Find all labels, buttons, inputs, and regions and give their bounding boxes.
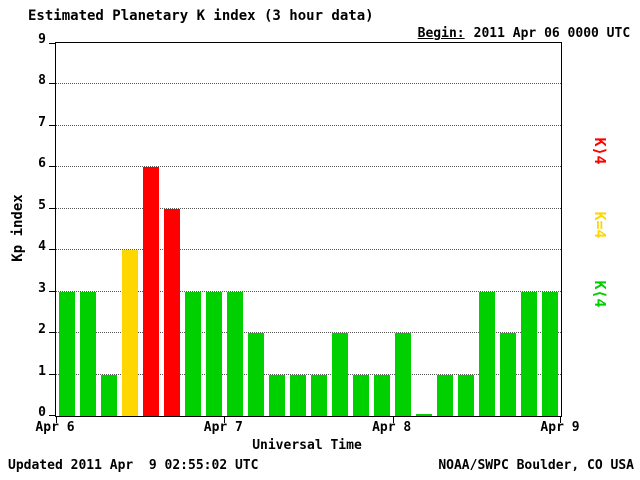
x-tick-label: Apr 6 (35, 420, 75, 435)
kp-bar (226, 291, 243, 416)
legend-item: K⟩4 (591, 137, 609, 165)
kp-bar (247, 333, 264, 416)
kp-bar (205, 291, 222, 416)
legend-item: K=4 (591, 211, 609, 239)
kp-bar (121, 250, 138, 416)
kp-bar (521, 291, 538, 416)
gridline (56, 249, 561, 251)
y-tick-label: 3 (38, 280, 46, 296)
kp-bar (374, 374, 391, 416)
gridline (56, 83, 561, 85)
kp-bar (458, 374, 475, 416)
begin-label: Begin: (417, 26, 465, 41)
x-tick-mark (224, 416, 226, 423)
kp-bar (395, 333, 412, 416)
y-tick-mark (49, 373, 56, 375)
updated-timestamp: Updated 2011 Apr 9 02:55:02 UTC (8, 458, 259, 473)
legend-item: K⟨4 (591, 280, 609, 308)
begin-caption: Begin: 2011 Apr 06 0000 UTC (402, 11, 631, 41)
y-tick-mark (49, 415, 56, 416)
kp-bar (100, 374, 117, 416)
chart-title: Estimated Planetary K index (3 hour data… (28, 8, 374, 24)
gridline (56, 373, 561, 375)
y-tick-label: 8 (38, 73, 46, 89)
kp-bar (416, 414, 433, 416)
kp-bar (332, 333, 349, 416)
y-tick-mark (49, 290, 56, 292)
plot-area (49, 42, 562, 423)
x-tick-label: Apr 8 (372, 420, 412, 435)
x-axis-tick-labels: Apr 6 Apr 7 Apr 8 Apr 9 (0, 420, 640, 436)
y-tick-mark (49, 249, 56, 251)
x-tick-label: Apr 9 (540, 420, 580, 435)
y-tick-mark (49, 43, 56, 44)
gridline (56, 166, 561, 168)
y-tick-label: 2 (38, 322, 46, 338)
y-tick-mark (49, 332, 56, 334)
kp-bar (184, 291, 201, 416)
y-tick-label: 6 (38, 156, 46, 172)
x-tick-mark (56, 416, 57, 423)
kp-bar (289, 374, 306, 416)
kp-bar (500, 333, 517, 416)
y-axis-label: Kp index (10, 194, 26, 262)
gridline (56, 124, 561, 126)
kp-bar (268, 374, 285, 416)
x-tick-label: Apr 7 (203, 420, 243, 435)
x-tick-mark (560, 416, 561, 423)
y-tick-mark (49, 83, 56, 85)
y-tick-label: 9 (38, 32, 46, 47)
x-tick-mark (392, 416, 394, 423)
begin-value: 2011 Apr 06 0000 UTC (473, 26, 631, 41)
y-axis-tick-labels: 0 1 2 3 4 5 6 7 8 9 (26, 32, 46, 420)
y-tick-mark (49, 207, 56, 209)
kp-bar (353, 374, 370, 416)
y-tick-label: 4 (38, 239, 46, 255)
kp-bar (479, 291, 496, 416)
x-axis-label: Universal Time (252, 438, 362, 453)
kp-bar (163, 208, 180, 416)
gridline (56, 332, 561, 334)
y-tick-mark (49, 124, 56, 126)
y-tick-label: 0 (38, 405, 46, 420)
kp-bar (142, 167, 159, 416)
kp-bar (437, 374, 454, 416)
y-tick-label: 1 (38, 363, 46, 379)
y-tick-mark (49, 166, 56, 168)
kp-bar (79, 291, 96, 416)
y-tick-label: 7 (38, 114, 46, 130)
kp-bar (542, 291, 559, 416)
source-attribution: NOAA/SWPC Boulder, CO USA (438, 458, 634, 473)
kp-bar (311, 374, 327, 416)
gridline (56, 290, 561, 292)
y-tick-label: 5 (38, 197, 46, 213)
gridline (56, 207, 561, 209)
kp-bar (58, 291, 75, 416)
